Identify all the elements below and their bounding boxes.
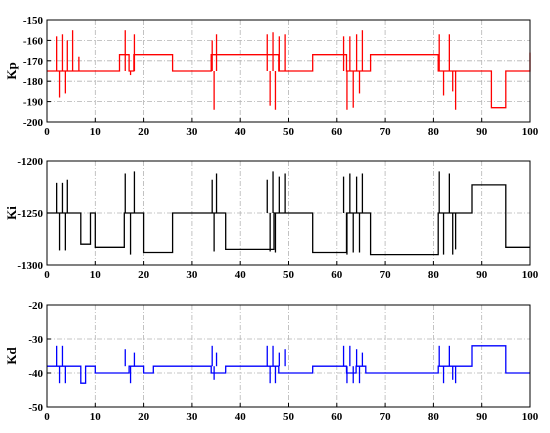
kd-y-tick-label: -50 bbox=[28, 402, 43, 414]
ki-x-tick-label: 90 bbox=[476, 269, 488, 281]
kp-subplot: 0 10 20 30 40 50 60 70 80 90 100 -150 -160 -170 -180 -1… bbox=[4, 15, 539, 138]
ki-y-axis-label: Ki bbox=[4, 206, 19, 220]
kd-x-tick-label: 10 bbox=[90, 411, 102, 423]
kp-y-tick-label: -200 bbox=[23, 117, 44, 129]
ki-y-tick-label: -1200 bbox=[17, 156, 43, 168]
kp-x-tick-label: 60 bbox=[331, 126, 343, 138]
kp-x-tick-label: 20 bbox=[138, 126, 150, 138]
kp-x-tick-label: 0 bbox=[44, 126, 50, 138]
ki-x-tick-label: 70 bbox=[380, 269, 392, 281]
ki-subplot: 0 10 20 30 40 50 60 70 80 90 100 -1200 -1250 -1300 Ki bbox=[4, 156, 539, 281]
kp-y-axis-label: Kp bbox=[4, 62, 19, 79]
kd-x-tick-label: 100 bbox=[522, 411, 539, 423]
kp-y-tick-label: -190 bbox=[23, 97, 44, 109]
kd-y-tick-label: -40 bbox=[28, 368, 43, 380]
kp-x-tick-label: 90 bbox=[476, 126, 488, 138]
ki-x-tick-label: 60 bbox=[331, 269, 343, 281]
kp-x-tick-label: 100 bbox=[522, 126, 539, 138]
kp-x-tick-label: 30 bbox=[186, 126, 198, 138]
kp-x-tick-label: 80 bbox=[428, 126, 440, 138]
kd-series-line bbox=[47, 345, 530, 384]
ki-x-tick-label: 20 bbox=[138, 269, 150, 281]
kd-subplot: 0 10 20 30 40 50 60 70 80 90 100 -20 -30 -40 -50 Kd bbox=[4, 300, 539, 423]
kd-x-tick-label: 30 bbox=[186, 411, 198, 423]
ki-x-tick-label: 30 bbox=[186, 269, 198, 281]
kd-x-tick-label: 70 bbox=[380, 411, 392, 423]
ki-x-tick-label: 40 bbox=[235, 269, 247, 281]
kp-y-tick-label: -180 bbox=[23, 76, 44, 88]
kd-y-axis-label: Kd bbox=[4, 347, 19, 365]
kd-y-tick-label: -20 bbox=[28, 300, 43, 312]
kd-x-tick-label: 90 bbox=[476, 411, 488, 423]
ki-x-tick-label: 80 bbox=[428, 269, 440, 281]
kp-y-tick-label: -170 bbox=[23, 56, 44, 68]
kp-x-tick-label: 50 bbox=[283, 126, 295, 138]
ki-x-tick-label: 100 bbox=[522, 269, 539, 281]
ki-x-tick-label: 0 bbox=[44, 269, 50, 281]
kd-x-tick-label: 40 bbox=[235, 411, 247, 423]
kd-x-tick-label: 60 bbox=[331, 411, 343, 423]
ki-x-tick-label: 50 bbox=[283, 269, 295, 281]
kd-y-tick-label: -30 bbox=[28, 334, 43, 346]
kd-x-tick-label: 50 bbox=[283, 411, 295, 423]
ki-y-tick-label: -1300 bbox=[17, 260, 43, 272]
ki-x-tick-label: 10 bbox=[90, 269, 102, 281]
kd-x-tick-label: 20 bbox=[138, 411, 150, 423]
kp-y-tick-label: -160 bbox=[23, 35, 44, 47]
kd-x-tick-label: 80 bbox=[428, 411, 440, 423]
ki-y-tick-label: -1250 bbox=[17, 208, 43, 220]
kp-x-tick-label: 10 bbox=[90, 126, 102, 138]
kd-x-tick-label: 0 bbox=[44, 411, 50, 423]
kp-x-tick-label: 70 bbox=[380, 126, 392, 138]
kp-y-tick-label: -150 bbox=[23, 15, 44, 27]
kp-x-tick-label: 40 bbox=[235, 126, 247, 138]
